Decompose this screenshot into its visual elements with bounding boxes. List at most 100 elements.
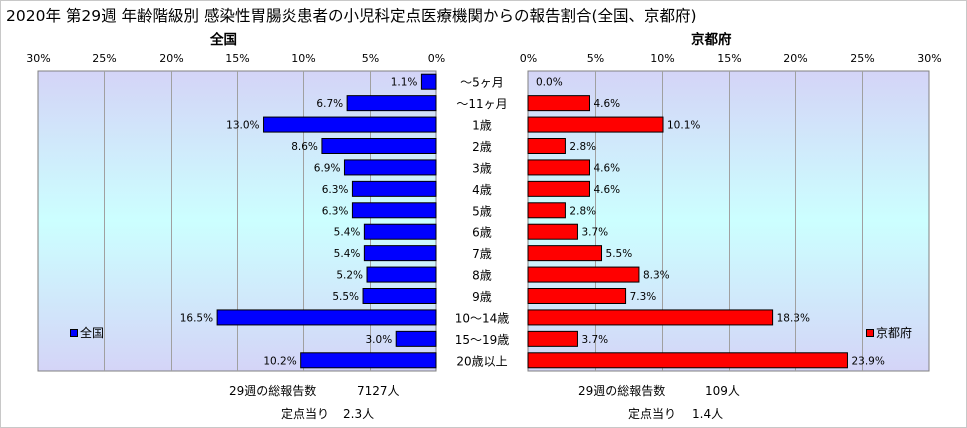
kyoto-bar bbox=[527, 309, 774, 326]
kyoto-tick-label: 25% bbox=[850, 52, 874, 65]
kyoto-tick-label: 20% bbox=[783, 52, 807, 65]
national-bar bbox=[351, 180, 437, 197]
category-label: 9歳 bbox=[472, 290, 492, 304]
national-bar bbox=[216, 309, 437, 326]
kyoto-bar bbox=[527, 288, 627, 304]
national-bar bbox=[346, 95, 437, 112]
kyoto-bar bbox=[527, 266, 640, 283]
kyoto-data-label: 2.8% bbox=[569, 205, 596, 217]
national-tick-label: 10% bbox=[291, 52, 315, 65]
national-data-label: 10.2% bbox=[263, 355, 296, 367]
national-data-label: 5.4% bbox=[334, 248, 361, 260]
national-data-label: 1.1% bbox=[391, 77, 418, 89]
kyoto-data-label: 10.1% bbox=[667, 120, 700, 132]
national-legend: 全国 bbox=[70, 324, 104, 341]
national-total-value: 7127人 bbox=[357, 384, 400, 398]
kyoto-legend: 京都府 bbox=[866, 324, 912, 341]
kyoto-bar bbox=[527, 202, 566, 219]
kyoto-bar bbox=[527, 330, 578, 347]
kyoto-per-label: 定点当り bbox=[628, 407, 677, 421]
category-label: 7歳 bbox=[472, 247, 492, 261]
national-data-label: 6.7% bbox=[316, 98, 343, 110]
kyoto-tick-label: 10% bbox=[650, 52, 674, 65]
kyoto-data-label: 23.9% bbox=[851, 355, 884, 367]
category-label: 3歳 bbox=[472, 161, 492, 175]
category-label: 4歳 bbox=[472, 183, 492, 197]
category-label: ～11ヶ月 bbox=[456, 97, 507, 111]
category-label: 10～14歳 bbox=[455, 311, 510, 325]
national-data-label: 8.6% bbox=[291, 141, 318, 153]
national-data-label: 6.3% bbox=[322, 205, 349, 217]
kyoto-tick-label: 15% bbox=[717, 52, 741, 65]
kyoto-chart-title: 京都府 bbox=[691, 32, 732, 48]
national-tick-label: 15% bbox=[225, 52, 249, 65]
category-label: ～5ヶ月 bbox=[460, 76, 504, 90]
national-bar bbox=[362, 288, 437, 304]
national-bar bbox=[263, 116, 437, 133]
kyoto-bar bbox=[527, 116, 664, 133]
national-tick-label: 30% bbox=[26, 52, 50, 65]
national-tick-label: 25% bbox=[92, 52, 116, 65]
kyoto-bar bbox=[527, 180, 590, 197]
national-data-label: 3.0% bbox=[366, 334, 393, 346]
kyoto-per-value: 1.4人 bbox=[692, 407, 724, 421]
national-data-label: 5.2% bbox=[336, 270, 363, 282]
kyoto-data-label: 4.6% bbox=[593, 184, 620, 196]
national-per-label: 定点当り bbox=[281, 407, 330, 421]
national-data-label: 13.0% bbox=[226, 120, 259, 132]
kyoto-total-label: 29週の総報告数 bbox=[578, 384, 666, 398]
national-data-label: 5.4% bbox=[334, 227, 361, 239]
national-total-label: 29週の総報告数 bbox=[229, 384, 317, 398]
national-bar bbox=[351, 202, 437, 219]
category-label: 6歳 bbox=[472, 226, 492, 240]
kyoto-data-label: 0.0% bbox=[536, 77, 563, 89]
category-label: 8歳 bbox=[472, 269, 492, 283]
kyoto-tick-label: 0% bbox=[520, 52, 537, 65]
kyoto-bar bbox=[527, 138, 566, 154]
category-label: 5歳 bbox=[472, 204, 492, 218]
national-tick-label: 0% bbox=[428, 52, 445, 65]
kyoto-data-label: 3.7% bbox=[581, 227, 608, 239]
kyoto-data-label: 5.5% bbox=[606, 248, 633, 260]
kyoto-total-value: 109人 bbox=[705, 384, 740, 398]
national-bar bbox=[363, 223, 437, 240]
kyoto-data-label: 4.6% bbox=[593, 162, 620, 174]
national-data-label: 6.3% bbox=[322, 184, 349, 196]
national-per-value: 2.3人 bbox=[343, 407, 375, 421]
kyoto-data-label: 4.6% bbox=[593, 98, 620, 110]
national-bar bbox=[321, 138, 437, 154]
national-legend-label: 全国 bbox=[80, 326, 105, 340]
kyoto-tick-label: 30% bbox=[917, 52, 941, 65]
category-label: 2歳 bbox=[472, 140, 492, 154]
national-bar bbox=[420, 73, 437, 90]
kyoto-legend-label: 京都府 bbox=[876, 326, 913, 340]
national-tick-label: 20% bbox=[159, 52, 183, 65]
kyoto-bar bbox=[527, 223, 578, 240]
category-label: 1歳 bbox=[472, 119, 492, 133]
national-bar bbox=[300, 352, 437, 369]
national-data-label: 6.9% bbox=[314, 162, 341, 174]
national-data-label: 5.5% bbox=[332, 291, 359, 303]
kyoto-data-label: 7.3% bbox=[630, 291, 657, 303]
kyoto-bar bbox=[527, 159, 590, 176]
kyoto-data-label: 18.3% bbox=[777, 312, 810, 324]
national-bar bbox=[395, 330, 437, 347]
kyoto-bar bbox=[527, 95, 590, 112]
national-chart-title: 全国 bbox=[210, 32, 237, 48]
category-label: 20歳以上 bbox=[456, 354, 507, 368]
kyoto-bar bbox=[527, 245, 603, 262]
category-label: 15～19歳 bbox=[455, 333, 510, 347]
kyoto-data-label: 2.8% bbox=[569, 141, 596, 153]
kyoto-legend-swatch bbox=[866, 328, 874, 337]
national-bar bbox=[363, 245, 437, 262]
kyoto-bar bbox=[527, 352, 848, 369]
national-tick-label: 5% bbox=[362, 52, 379, 65]
national-bar bbox=[343, 159, 437, 176]
national-legend-swatch bbox=[70, 328, 78, 337]
kyoto-tick-label: 5% bbox=[587, 52, 604, 65]
kyoto-data-label: 3.7% bbox=[581, 334, 608, 346]
chart-title: 2020年 第29週 年齢階級別 感染性胃腸炎患者の小児科定点医療機関からの報告… bbox=[6, 7, 697, 25]
national-data-label: 16.5% bbox=[180, 312, 213, 324]
national-bar bbox=[366, 266, 437, 283]
